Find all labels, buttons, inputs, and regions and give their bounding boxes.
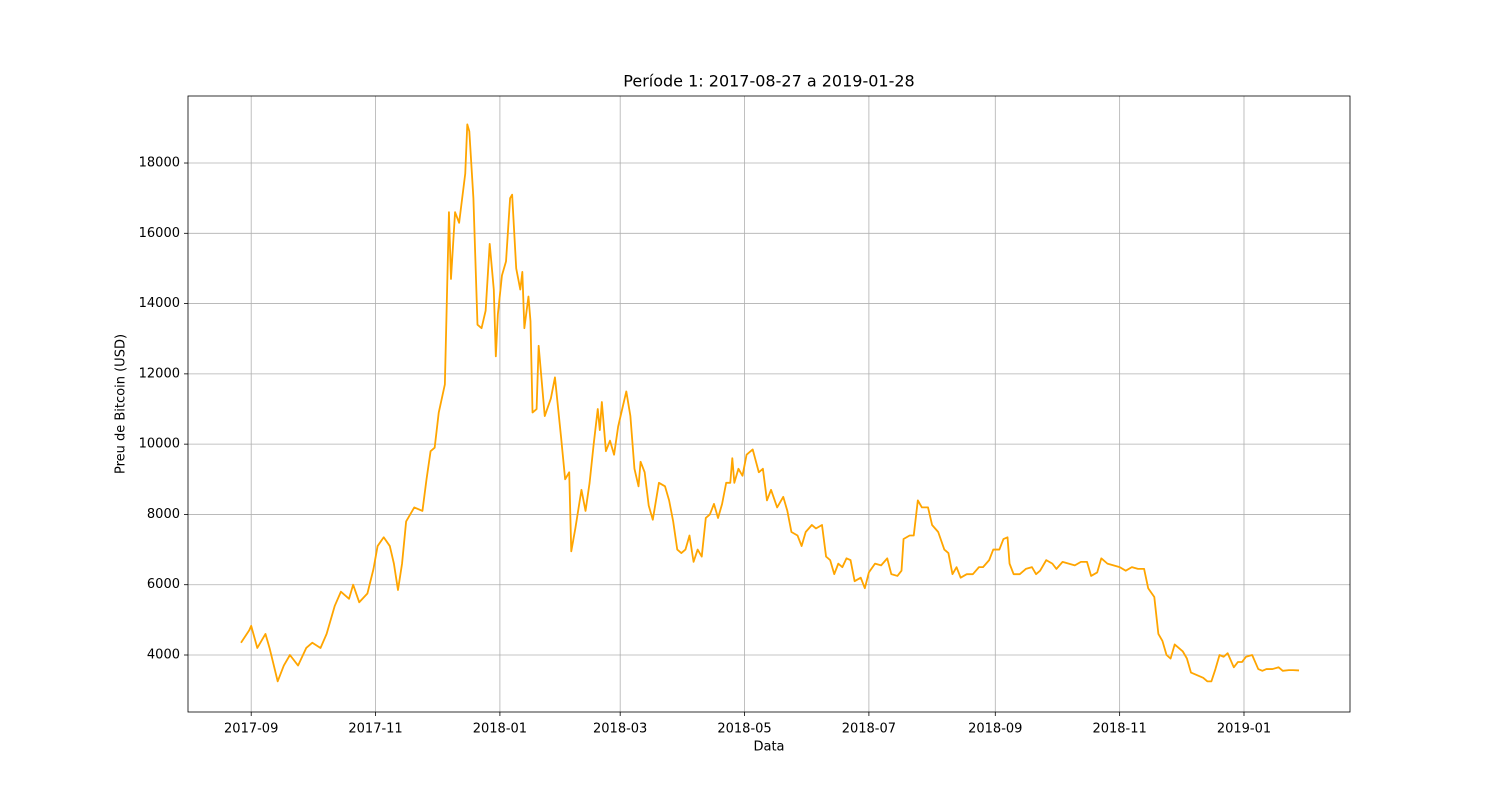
y-tick-label: 16000 xyxy=(139,226,180,241)
x-tick-label: 2018-01 xyxy=(473,722,527,737)
x-tick-label: 2017-09 xyxy=(224,722,278,737)
y-axis-label: Preu de Bitcoin (USD) xyxy=(114,334,129,474)
x-tick-label: 2017-11 xyxy=(348,722,402,737)
y-tick-label: 6000 xyxy=(147,577,180,592)
y-tick-label: 8000 xyxy=(147,507,180,522)
x-tick-label: 2018-03 xyxy=(593,722,647,737)
chart-title: Període 1: 2017-08-27 a 2019-01-28 xyxy=(623,72,914,91)
y-tick-label: 18000 xyxy=(139,156,180,171)
x-tick-label: 2018-07 xyxy=(842,722,896,737)
x-axis-label: Data xyxy=(753,740,784,755)
y-tick-label: 4000 xyxy=(147,648,180,663)
price-line xyxy=(240,123,1300,683)
plot-frame xyxy=(187,95,1351,713)
x-tick-label: 2019-01 xyxy=(1217,722,1271,737)
y-tick-label: 10000 xyxy=(139,437,180,452)
x-tick-label: 2018-11 xyxy=(1092,722,1146,737)
x-tick-label: 2018-09 xyxy=(968,722,1022,737)
x-tick-label: 2018-05 xyxy=(717,722,771,737)
y-tick-label: 14000 xyxy=(139,296,180,311)
y-tick-label: 12000 xyxy=(139,366,180,381)
